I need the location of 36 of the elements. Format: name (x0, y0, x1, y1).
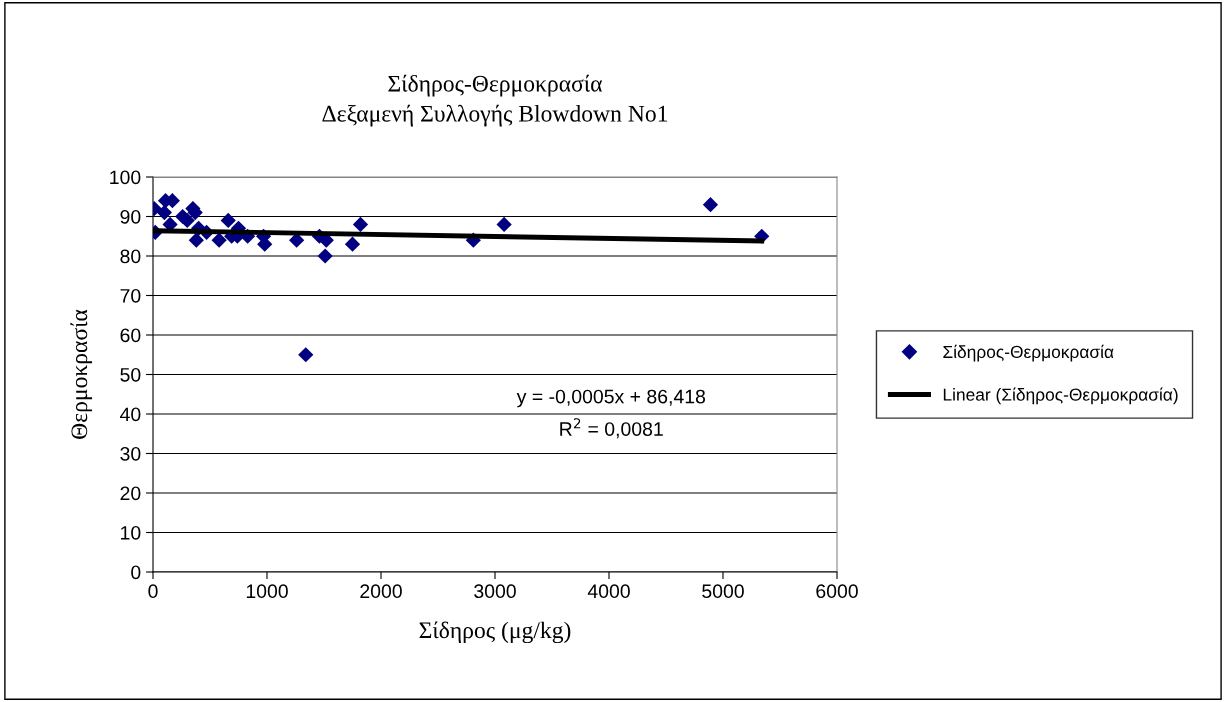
y-tick-label: 70 (120, 288, 141, 303)
point (344, 236, 361, 252)
y-tick-label: 100 (110, 170, 141, 185)
y-tick-label: 30 (120, 446, 141, 461)
x-tick-label: 5000 (702, 584, 744, 599)
point (156, 204, 173, 221)
point (352, 216, 369, 233)
y-tick-label: 40 (120, 407, 141, 422)
annotation: R$^{2}$ = 0,0081 (560, 418, 663, 439)
y-tick-label: 10 (121, 525, 141, 540)
x-tick-label: 2000 (360, 584, 402, 599)
x-axis-title: Σίδηρος (μg/kg) (419, 621, 571, 644)
point (702, 197, 719, 213)
y-tick-label: 90 (120, 209, 141, 224)
x-tick-label: 6000 (816, 584, 858, 599)
x-tick-label: 4000 (587, 584, 630, 599)
x-tick-label: 3000 (474, 584, 516, 599)
legend-label: Σίδηρος-Θερμοκρασία (943, 344, 1114, 362)
point (220, 212, 236, 229)
y-tick-label: 80 (120, 249, 141, 264)
y-axis-title: Θερμοκρασία (70, 309, 93, 439)
point (179, 212, 195, 229)
legend-label: Linear (Σίδηρος-Θερμοκρασία) (943, 387, 1178, 405)
point (188, 232, 204, 248)
point (211, 232, 227, 248)
x-tick-label: 0 (148, 584, 158, 599)
point (496, 216, 512, 233)
point (298, 347, 314, 363)
x-tick-label: 1000 (246, 584, 288, 599)
y-tick-label: 60 (120, 328, 141, 343)
chart-title: Σίδηρος-Θερμοκρασία Δεξαμενή Συλλογής Blowdown No1 (322, 74, 668, 127)
y-tick-label: 50 (120, 367, 141, 382)
annotation: y = -0,0005x + 86,418 (516, 389, 706, 408)
y-tick-label: 20 (120, 486, 141, 501)
y-tick-label: 0 (131, 565, 141, 580)
point (317, 248, 333, 264)
